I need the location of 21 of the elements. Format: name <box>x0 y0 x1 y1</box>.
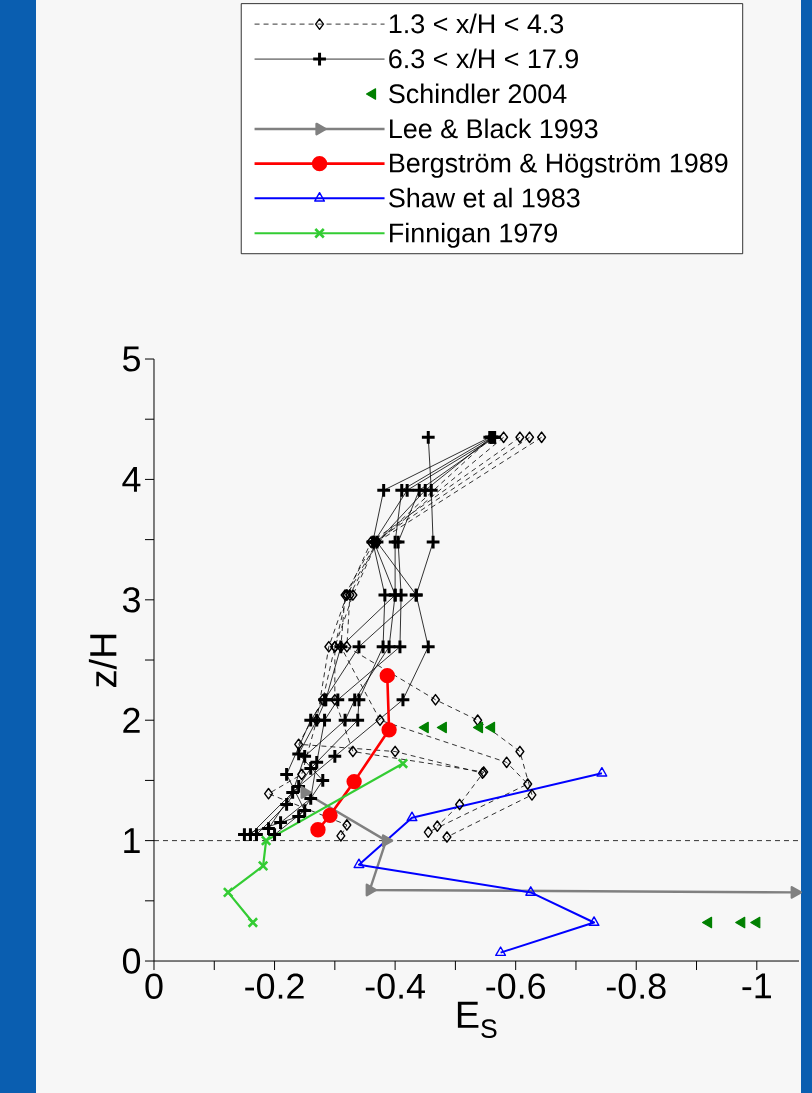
legend-label: Schindler 2004 <box>389 83 567 104</box>
y-tick-label: 3 <box>122 587 140 613</box>
y-tick-label: 4 <box>122 467 141 492</box>
x-tick-label: -0.2 <box>245 973 304 999</box>
legend-label: Lee & Black 1993 <box>390 118 598 139</box>
x-tick-label: -0.6 <box>486 973 545 999</box>
x-tick-label: -0.8 <box>606 973 666 999</box>
legend-label: 1.3 < x/H < 4.3 <box>389 13 564 34</box>
legend-label: 6.3 < x/H < 17.9 <box>389 48 578 69</box>
y-tick-label: 5 <box>122 346 140 372</box>
x-tick-label: -0.4 <box>365 973 425 999</box>
x-tick-label: 0 <box>145 973 163 999</box>
legend-label: Finnigan 1979 <box>390 222 558 248</box>
y-axis-title: z/H <box>88 634 117 687</box>
y-tick-label: 2 <box>123 707 140 733</box>
y-tick-label: 1 <box>124 828 140 853</box>
legend-label: Shaw et al 1983 <box>389 187 580 208</box>
x-tick-label: -1 <box>742 973 771 999</box>
x-axis-title: E$_{S}$ <box>457 1001 497 1039</box>
y-tick-label: 0 <box>122 948 141 974</box>
legend-label: Bergström & Högström 1989 <box>390 153 728 178</box>
